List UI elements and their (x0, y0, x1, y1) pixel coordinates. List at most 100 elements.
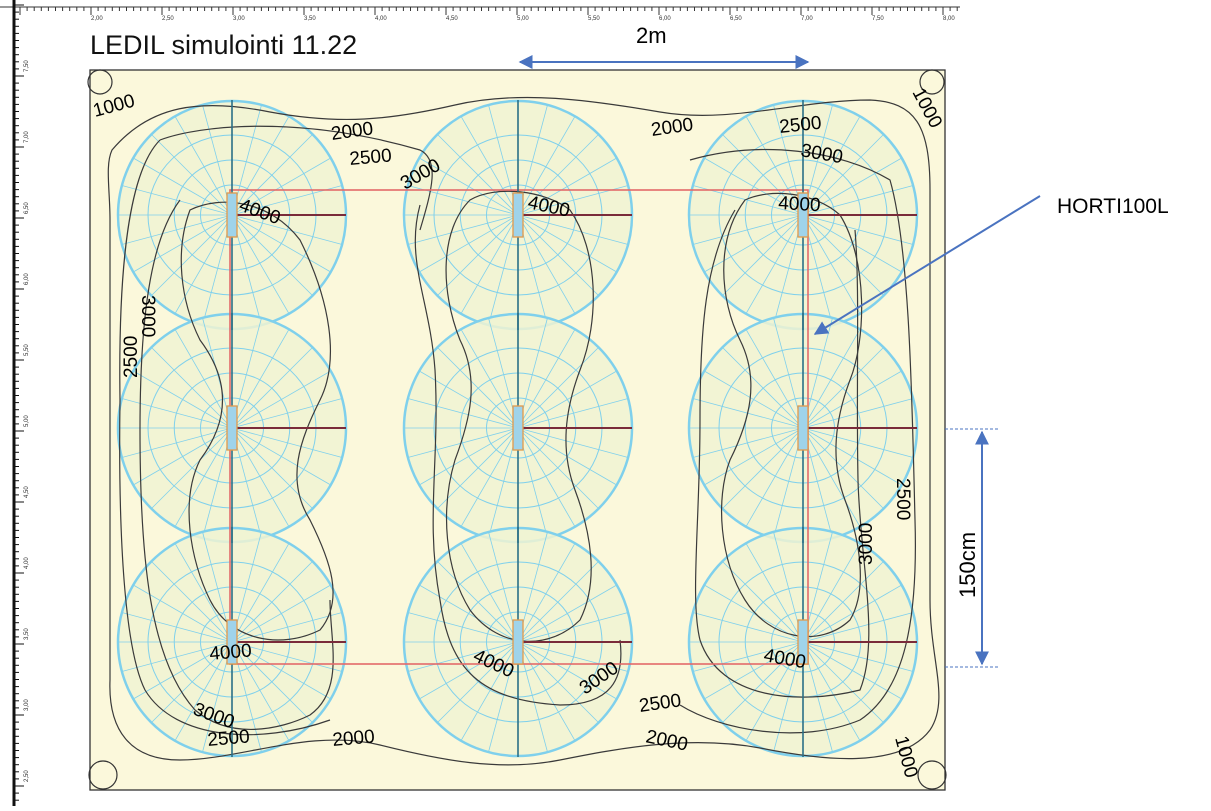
luminaire-body (226, 619, 238, 665)
polar-spoke (745, 543, 804, 643)
polar-spoke (437, 561, 519, 643)
polar-spoke (802, 641, 902, 700)
contour-label-2500: 2500 (349, 145, 393, 170)
ruler-left-label: 7,50 (24, 60, 30, 72)
luminaire-body (797, 405, 809, 451)
polar-spoke (231, 347, 313, 429)
polar-spoke (802, 584, 902, 643)
corner-circle (917, 760, 947, 790)
polar-spoke (517, 584, 617, 643)
ruler-top-label: 7,50 (872, 16, 884, 22)
polar-spoke (121, 185, 233, 216)
callout-arrow (813, 195, 1041, 335)
polar-spoke (692, 214, 804, 245)
corner-circle (88, 760, 118, 790)
polar-spoke (517, 543, 576, 643)
polar-spoke (231, 612, 343, 643)
ruler-top-label: 5,50 (588, 16, 600, 22)
left-ruler-labels: 7,50 7,00 6,50 6,00 5,50 5,00 4,50 4,00 … (24, 60, 30, 782)
ruler-left-label: 3,00 (24, 699, 30, 711)
polar-spoke (517, 427, 599, 509)
polar-spoke (231, 543, 290, 643)
polar-spoke (745, 641, 804, 741)
polar-spoke (133, 427, 233, 486)
polar-spoke (802, 329, 861, 429)
polar-spoke (704, 157, 804, 216)
polar-spoke (231, 427, 290, 527)
polar-spoke (517, 427, 629, 458)
polar-spoke (231, 641, 331, 700)
polar-spoke (419, 427, 519, 486)
polar-spoke (722, 214, 804, 296)
polar-spoke (437, 641, 519, 723)
isolux-contours (107, 96, 940, 766)
polar-spoke (460, 214, 519, 314)
polar-spoke (802, 641, 861, 741)
fixtures (226, 100, 917, 757)
corner-circle (87, 69, 113, 95)
contour-label-3000: 3000 (856, 523, 877, 565)
polar-spoke (517, 116, 576, 216)
polar-spoke (722, 134, 804, 216)
luminaire-body (797, 192, 809, 238)
polar-spoke (704, 214, 804, 273)
contour-3000-right (694, 209, 870, 698)
fixture (797, 313, 917, 543)
polar-spoke (517, 329, 576, 429)
height-dimension: 150cm (945, 428, 1000, 668)
height-label: 150cm (955, 532, 980, 598)
polar-spoke (151, 561, 233, 643)
polar-spoke (231, 641, 290, 741)
polar-spoke (231, 561, 313, 643)
polar-spoke (517, 398, 629, 429)
polar-spoke (460, 116, 519, 216)
fixture (797, 100, 917, 330)
polar-spoke (231, 427, 331, 486)
ruler-left-label: 3,50 (24, 628, 30, 640)
polar-spoke (802, 427, 902, 486)
polar-spoke (517, 612, 629, 643)
polar-spoke (722, 561, 804, 643)
polar-spoke (802, 185, 914, 216)
polar-spoke (722, 427, 804, 509)
contour-4000-right (720, 192, 863, 638)
polar-spoke (231, 584, 331, 643)
ruler-left-label: 4,00 (24, 557, 30, 569)
polar-spoke (437, 134, 519, 216)
polar-spoke (121, 641, 233, 672)
luminaire-body (226, 192, 238, 238)
ruler-top-label: 6,50 (730, 16, 742, 22)
polar-spoke (437, 214, 519, 296)
polar-spoke (517, 214, 599, 296)
ruler-left-label: 7,00 (24, 131, 30, 143)
polar-spoke (517, 214, 629, 245)
ruler-top-label: 3,00 (233, 16, 245, 22)
width-dimension: 2m (518, 23, 810, 69)
ruler-top-label: 8,00 (943, 16, 955, 22)
polar-spoke (419, 641, 519, 700)
ruler-left-label: 6,50 (24, 202, 30, 214)
polar-spoke (121, 612, 233, 643)
polar-spoke (407, 427, 519, 458)
polar-spoke (407, 612, 519, 643)
polar-spoke (692, 427, 804, 458)
contour-label-4000: 4000 (209, 640, 253, 665)
ruler-left-label: 2,50 (24, 770, 30, 782)
contour-label-3000: 3000 (137, 295, 158, 337)
polar-spoke (692, 612, 804, 643)
polar-spoke (231, 214, 343, 245)
polar-spoke (231, 214, 313, 296)
polar-spoke (802, 370, 902, 429)
polar-spoke (460, 641, 519, 741)
fixture (512, 100, 632, 330)
polar-spoke (231, 370, 331, 429)
contour-4000-mid (445, 190, 594, 642)
ruler-top-label: 4,50 (446, 16, 458, 22)
polar-spoke (151, 427, 233, 509)
polar-spoke (419, 214, 519, 273)
polar-spoke (802, 134, 884, 216)
contour-2500-left (119, 125, 433, 736)
ruler-left-label: 6,00 (24, 273, 30, 285)
polar-spoke (802, 347, 884, 429)
